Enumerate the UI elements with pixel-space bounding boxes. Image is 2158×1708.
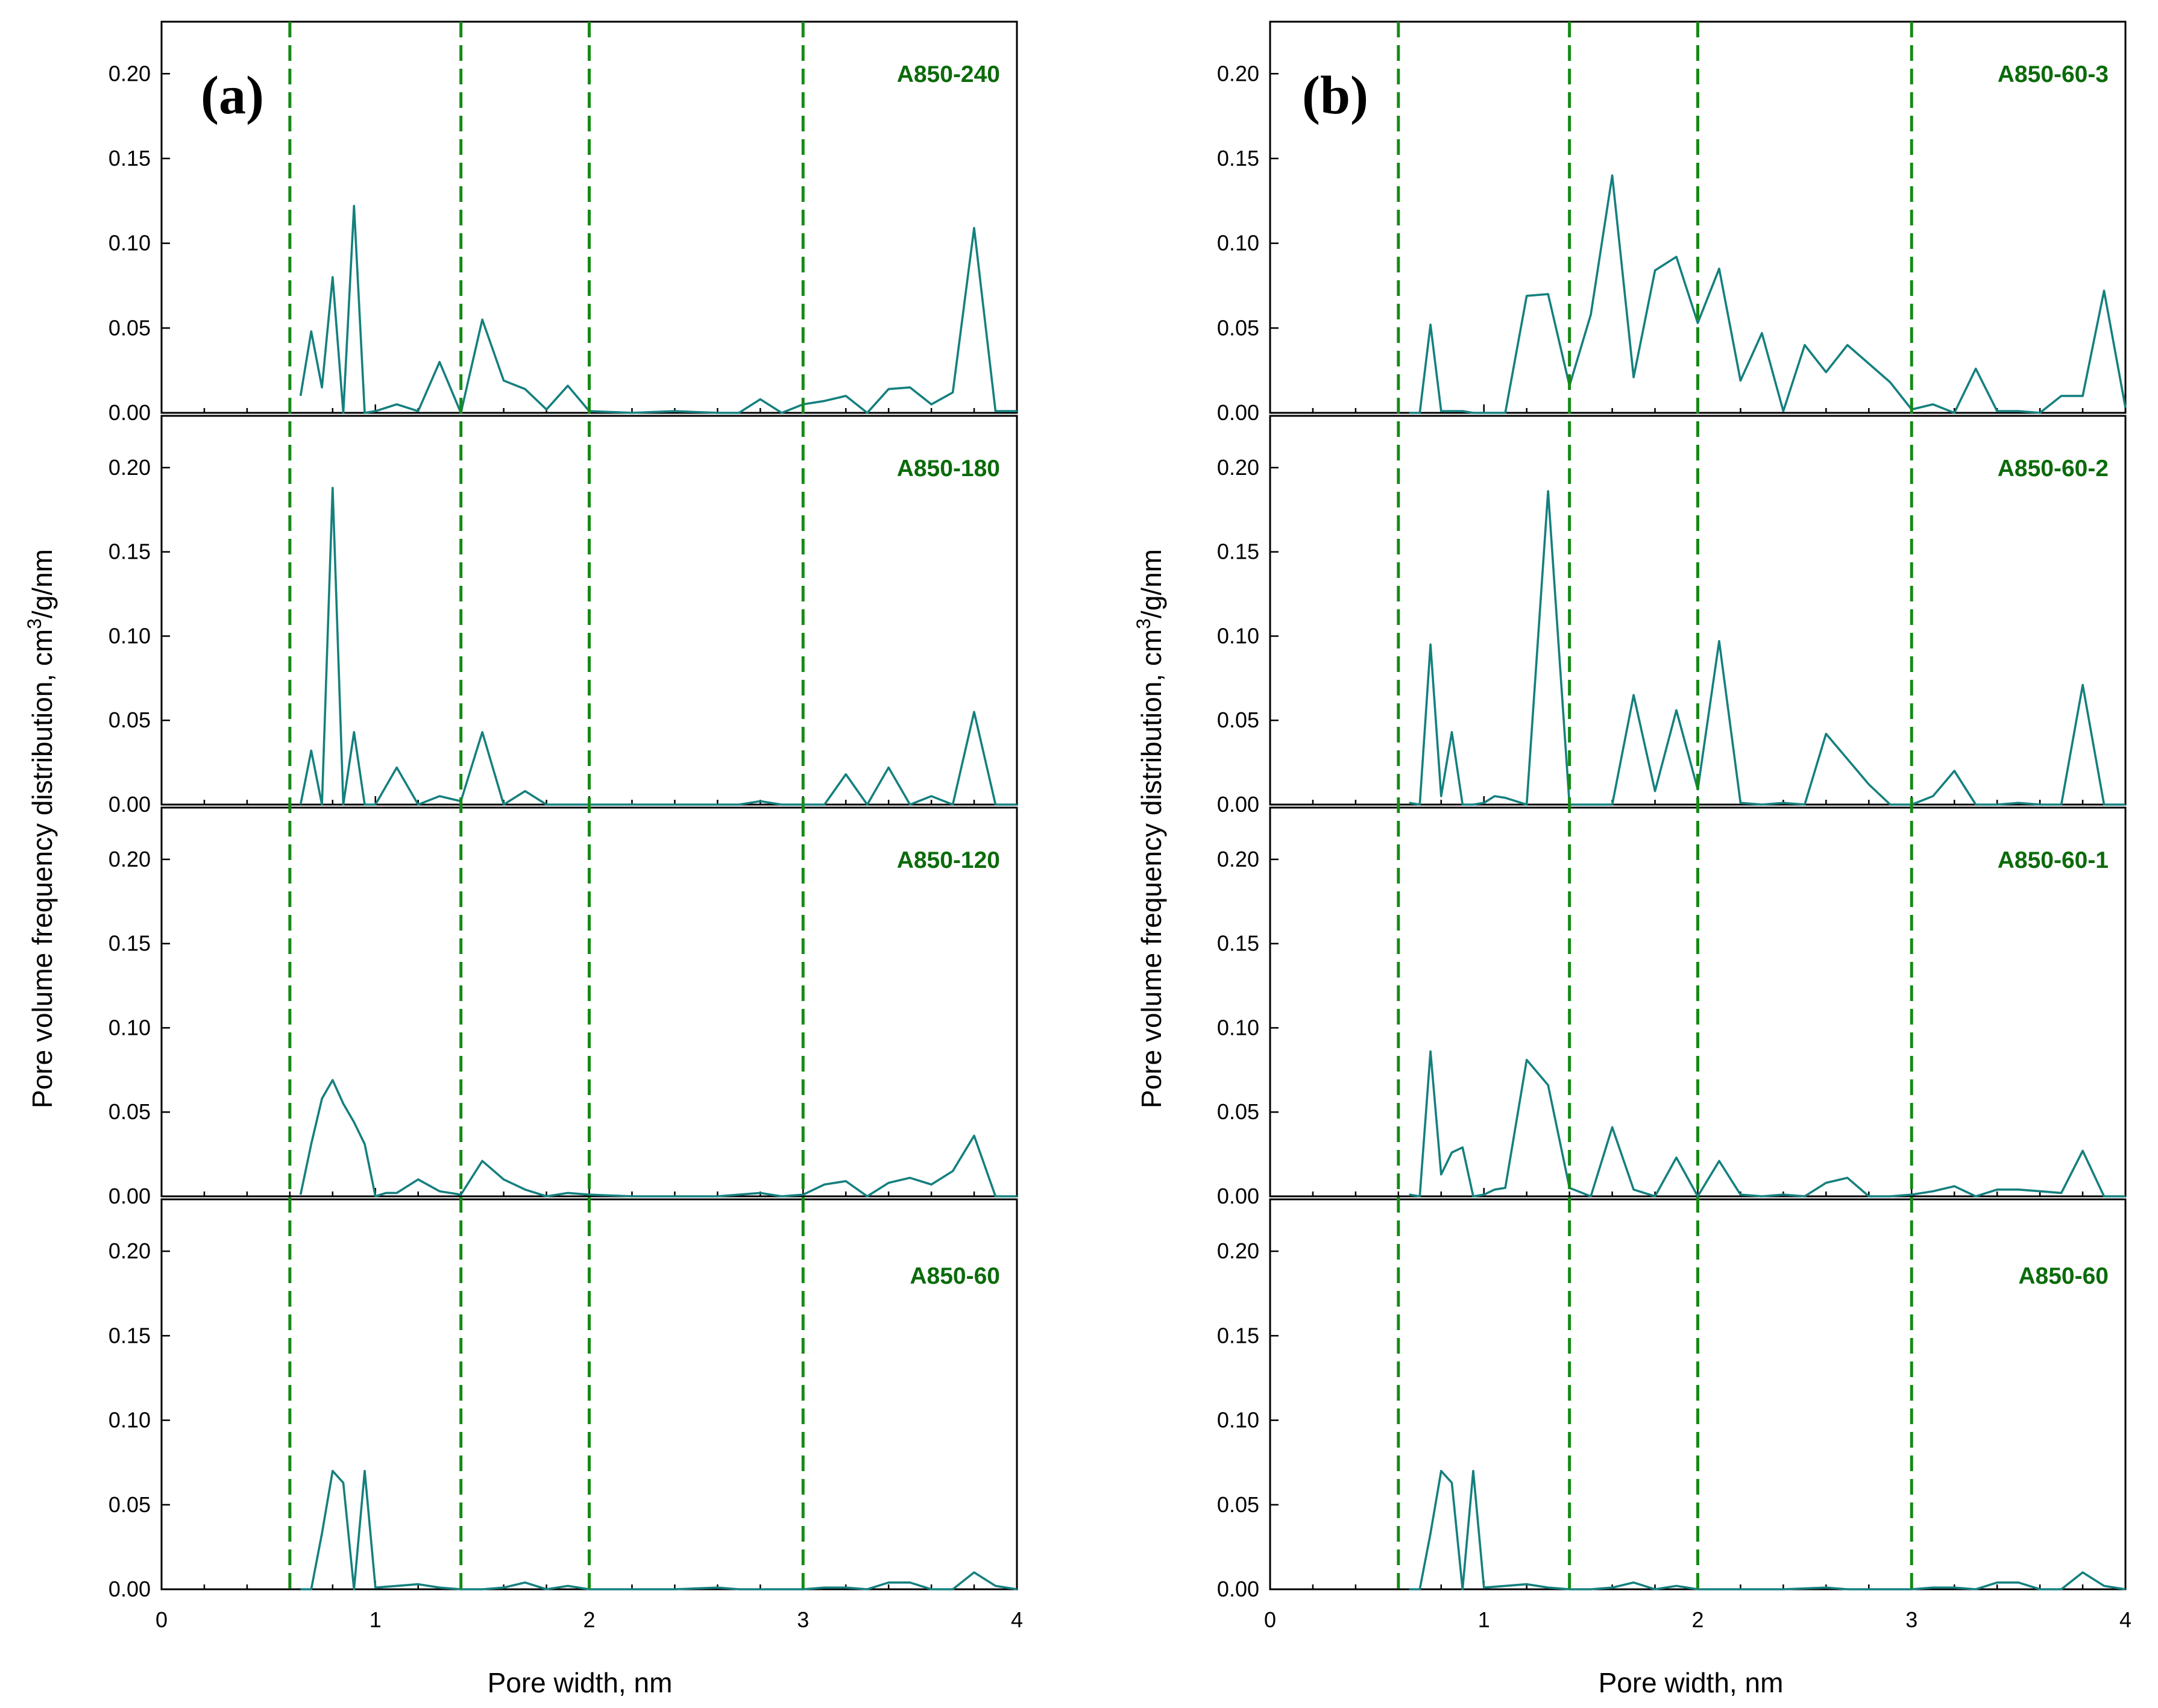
y-tick-label: 0.20	[109, 1239, 151, 1263]
y-tick-label: 0.15	[1217, 931, 1259, 956]
subplot-a850-60-1: 0.00 0.05 0.10 0.15 0.20 A850-60-1	[1217, 806, 2127, 1208]
y-tick-label: 0.00	[1217, 1184, 1259, 1208]
y-tick-label: 0.05	[1217, 1099, 1259, 1124]
x-axis-title-a: Pore width, nm	[488, 1667, 673, 1698]
series-line-a850-180	[299, 486, 1017, 806]
y-axis-title-b: Pore volume frequency distribution, cm3/…	[1133, 549, 1167, 1108]
panel-a: 0.00 0.05 0.10 0.15 0.20 A850-240 0.00 0.05 0.10…	[109, 20, 1023, 1632]
y-tick-label: 0.00	[109, 1184, 151, 1208]
x-tick-label: 2	[1691, 1607, 1703, 1632]
x-tick-label: 4	[1011, 1607, 1023, 1632]
y-tick-label: 0.15	[109, 146, 151, 171]
panel-b: 0.00 0.05 0.10 0.15 0.20 A850-60-3 0.00 0.05 0.1…	[1217, 20, 2131, 1632]
series-line-a850-60-1	[1409, 1050, 2125, 1198]
series-line-a850-60	[300, 1469, 1018, 1590]
subplot-a850-120: 0.00 0.05 0.10 0.15 0.20 A850-120	[109, 806, 1018, 1208]
y-tick-label: 0.20	[1217, 61, 1259, 86]
panel-letter-a: (a)	[201, 66, 264, 125]
y-tick-label: 0.00	[109, 1577, 151, 1601]
y-tick-label: 0.00	[1217, 400, 1259, 425]
x-tick-label: 4	[2119, 1607, 2131, 1632]
y-tick-label: 0.10	[109, 1408, 151, 1433]
y-tick-label: 0.05	[109, 1492, 151, 1517]
y-tick-label: 0.10	[1217, 1015, 1259, 1040]
y-tick-label: 0.05	[1217, 1492, 1259, 1517]
x-axis-title-b: Pore width, nm	[1599, 1667, 1784, 1698]
y-tick-label: 0.00	[109, 792, 151, 817]
y-tick-label: 0.05	[109, 315, 151, 340]
subplot-a850-60: 0.00 0.05 0.10 0.15 0.20 A850-60	[109, 1198, 1018, 1601]
panel-letter-b: (b)	[1302, 66, 1368, 125]
y-tick-label: 0.10	[109, 1015, 151, 1040]
sample-label: A850-180	[897, 456, 1000, 482]
y-tick-label: 0.15	[1217, 539, 1259, 564]
y-tick-label: 0.10	[109, 623, 151, 648]
sample-label: A850-60-3	[1998, 61, 2109, 87]
y-tick-label: 0.10	[1217, 231, 1259, 256]
y-tick-label: 0.00	[109, 400, 151, 425]
x-tick-label: 0	[156, 1607, 168, 1632]
sample-label: A850-120	[897, 847, 1000, 873]
sample-label: A850-60	[910, 1263, 1000, 1289]
y-tick-label: 0.05	[1217, 708, 1259, 732]
y-tick-label: 0.20	[1217, 847, 1259, 871]
x-tick-label: 3	[797, 1607, 809, 1632]
series-line-a850-60-2	[1409, 490, 2125, 806]
y-tick-label: 0.15	[109, 1323, 151, 1348]
y-tick-label: 0.20	[1217, 455, 1259, 480]
y-tick-label: 0.20	[109, 61, 151, 86]
y-tick-label: 0.20	[1217, 1239, 1259, 1263]
x-tick-label: 0	[1264, 1607, 1276, 1632]
series-line-a850-120	[299, 1079, 1017, 1198]
plot-layer: 0.00 0.05 0.10 0.15 0.20 A850-240 0.00 0.05 0.10…	[109, 20, 2131, 1632]
sample-label: A850-60-2	[1998, 456, 2109, 482]
y-tick-label: 0.20	[109, 455, 151, 480]
y-tick-label: 0.05	[109, 708, 151, 732]
y-tick-label: 0.00	[1217, 792, 1259, 817]
subplot-a850-60-2: 0.00 0.05 0.10 0.15 0.20 A850-60-2	[1217, 415, 2127, 817]
x-tick-label: 2	[583, 1607, 595, 1632]
subplot-a850-180: 0.00 0.05 0.10 0.15 0.20 A850-180	[109, 415, 1018, 817]
y-tick-label: 0.10	[1217, 1408, 1259, 1433]
y-tick-label: 0.10	[1217, 623, 1259, 648]
subplot-a850-60-3: 0.00 0.05 0.10 0.15 0.20 A850-60-3	[1217, 20, 2127, 425]
series-line-a850-60-3	[1409, 174, 2127, 414]
y-tick-label: 0.15	[109, 539, 151, 564]
y-tick-label: 0.15	[109, 931, 151, 956]
y-tick-label: 0.10	[109, 231, 151, 256]
y-tick-label: 0.15	[1217, 1323, 1259, 1348]
y-axis-title-a: Pore volume frequency distribution, cm3/…	[24, 549, 58, 1108]
sample-label: A850-60	[2018, 1263, 2109, 1289]
y-tick-label: 0.15	[1217, 146, 1259, 171]
y-tick-label: 0.00	[1217, 1577, 1259, 1601]
y-tick-label: 0.05	[109, 1099, 151, 1124]
sample-label: A850-60-1	[1998, 847, 2109, 873]
sample-label: A850-240	[897, 61, 1000, 87]
series-line-a850-60	[1409, 1469, 2126, 1590]
y-tick-label: 0.05	[1217, 315, 1259, 340]
x-tick-label: 1	[1478, 1607, 1490, 1632]
x-tick-label: 1	[370, 1607, 382, 1632]
x-tick-label: 3	[1905, 1607, 1917, 1632]
subplot-a850-60: 0.00 0.05 0.10 0.15 0.20 A850-60	[1217, 1198, 2127, 1601]
series-line-a850-240	[299, 204, 1017, 414]
y-tick-label: 0.20	[109, 847, 151, 871]
